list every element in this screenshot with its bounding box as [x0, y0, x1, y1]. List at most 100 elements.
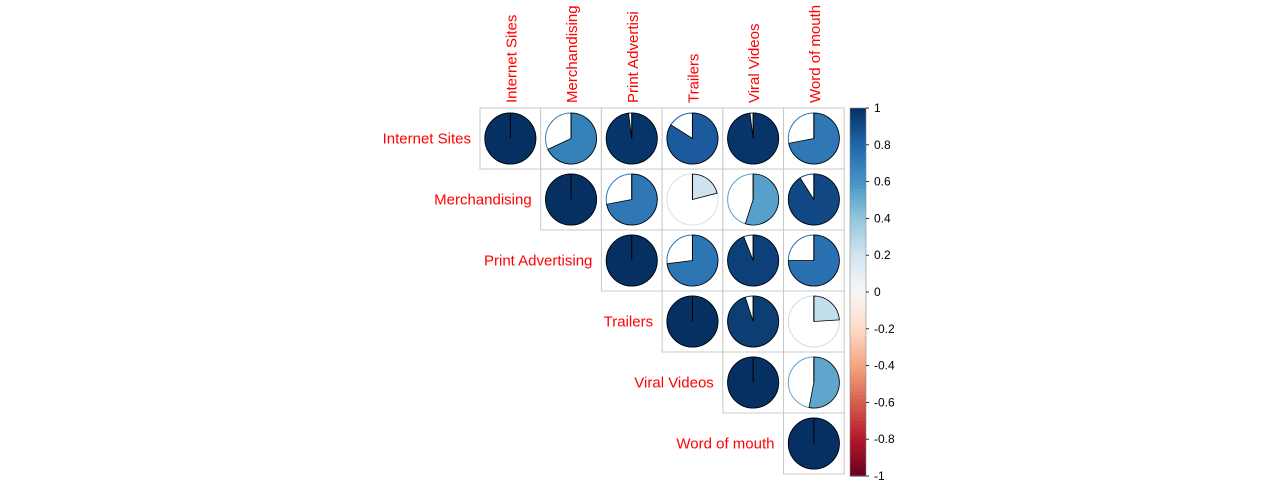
colorbar-segment [850, 457, 866, 462]
colorbar-segment [850, 258, 866, 264]
colorbar-segment [850, 339, 866, 345]
row-label: Word of mouth [676, 436, 774, 453]
colorbar-segment [850, 332, 866, 337]
colorbar-segment [850, 119, 866, 124]
colorbar-segment [850, 211, 866, 216]
column-label: Viral Videos [746, 24, 763, 104]
colorbar-segment [850, 380, 866, 385]
row-label: Viral Videos [634, 375, 714, 392]
colorbar-segment [850, 170, 866, 175]
colorbar-segment [850, 207, 866, 212]
colorbar-segment [850, 166, 866, 172]
colorbar-segment [850, 413, 866, 418]
colorbar-segment [850, 384, 866, 389]
row-label: Internet Sites [383, 131, 471, 148]
colorbar-segment [850, 196, 866, 201]
colorbar-segment [850, 185, 866, 190]
colorbar-segment [850, 299, 866, 304]
colorbar-segment [850, 177, 866, 183]
colorbar-segment [850, 115, 866, 120]
colorbar-segment [850, 144, 866, 150]
colorbar-segment [850, 376, 866, 381]
colorbar-segment [850, 365, 866, 370]
colorbar-segment [850, 152, 866, 157]
colorbar-segment [850, 328, 866, 334]
colorbar-segment [850, 244, 866, 249]
colorbar-segment [850, 251, 866, 256]
colorbar-segment [850, 417, 866, 422]
colorbar-segment [850, 155, 866, 161]
colorbar-segment [850, 181, 866, 186]
colorbar-segment [850, 369, 866, 374]
colorbar-segment [850, 461, 866, 466]
colorbar-tick-label: -0.2 [874, 322, 895, 336]
pie-slice [547, 112, 597, 165]
colorbar-segment [850, 442, 866, 448]
row-label: Print Advertising [484, 253, 592, 270]
colorbar-segment [850, 361, 866, 367]
colorbar-tick-label: -0.6 [874, 395, 895, 409]
colorbar-segment [850, 225, 866, 231]
colorbar-segment [850, 269, 866, 275]
colorbar-segment [850, 266, 866, 271]
colorbar-segment [850, 236, 866, 242]
colorbar-segment [850, 350, 866, 356]
colorbar-segment [850, 387, 866, 392]
colorbar-segment [850, 218, 866, 223]
colorbar-segment [850, 372, 866, 378]
colorbar-segment [850, 435, 866, 440]
row-label: Trailers [604, 314, 653, 331]
colorbar-segment [850, 137, 866, 142]
colorbar-segment [850, 468, 866, 473]
colorbar-segment [850, 292, 866, 297]
colorbar-segment [850, 148, 866, 153]
column-label: Trailers [685, 54, 702, 103]
colorbar-segment [850, 472, 866, 477]
colorbar-segment [850, 303, 866, 308]
colorbar-segment [850, 159, 866, 164]
colorbar-segment [850, 398, 866, 403]
column-label: Word of mouth [807, 5, 824, 103]
colorbar-segment [850, 233, 866, 238]
colorbar-segment [850, 409, 866, 415]
colorbar-segment [850, 280, 866, 286]
pie-slice [808, 356, 840, 409]
colorbar-segment [850, 133, 866, 139]
colorbar-tick-label: 0.8 [874, 138, 891, 152]
colorbar-segment [850, 406, 866, 411]
colorbar-segment [850, 321, 866, 326]
colorbar-segment [850, 188, 866, 194]
pie-slice [727, 295, 780, 348]
colorbar-segment [850, 402, 866, 407]
colorbar-segment [850, 428, 866, 433]
colorbar-tick-label: -0.8 [874, 432, 895, 446]
colorbar-tick-label: 0 [874, 285, 881, 299]
colorbar-segment [850, 262, 866, 267]
colorbar-segment [850, 420, 866, 426]
colorbar-segment [850, 453, 866, 459]
colorbar-segment [850, 277, 866, 282]
colorbar-segment [850, 314, 866, 319]
colorbar-segment [850, 431, 866, 437]
colorbar-tick-label: 0.6 [874, 175, 891, 189]
colorbar-segment [850, 203, 866, 208]
colorbar-tick-label: -1 [874, 469, 885, 483]
colorbar-segment [850, 395, 866, 400]
colorbar-segment [850, 200, 866, 205]
colorbar-segment [850, 317, 866, 323]
colorbar-segment [850, 391, 866, 396]
colorbar-segment [850, 464, 866, 470]
colorbar-segment [850, 446, 866, 451]
column-label: Merchandising [564, 5, 581, 103]
colorbar-segment [850, 122, 866, 127]
colorbar-segment [850, 424, 866, 429]
colorbar-segment [850, 450, 866, 455]
colorbar-segment [850, 240, 866, 245]
colorbar-tick-label: 0.2 [874, 248, 891, 262]
colorbar-segment [850, 222, 866, 227]
colorbar-tick-label: 1 [874, 101, 881, 115]
colorbar-segment [850, 284, 866, 289]
pie-slice [813, 295, 840, 322]
colorbar-segment [850, 273, 866, 278]
